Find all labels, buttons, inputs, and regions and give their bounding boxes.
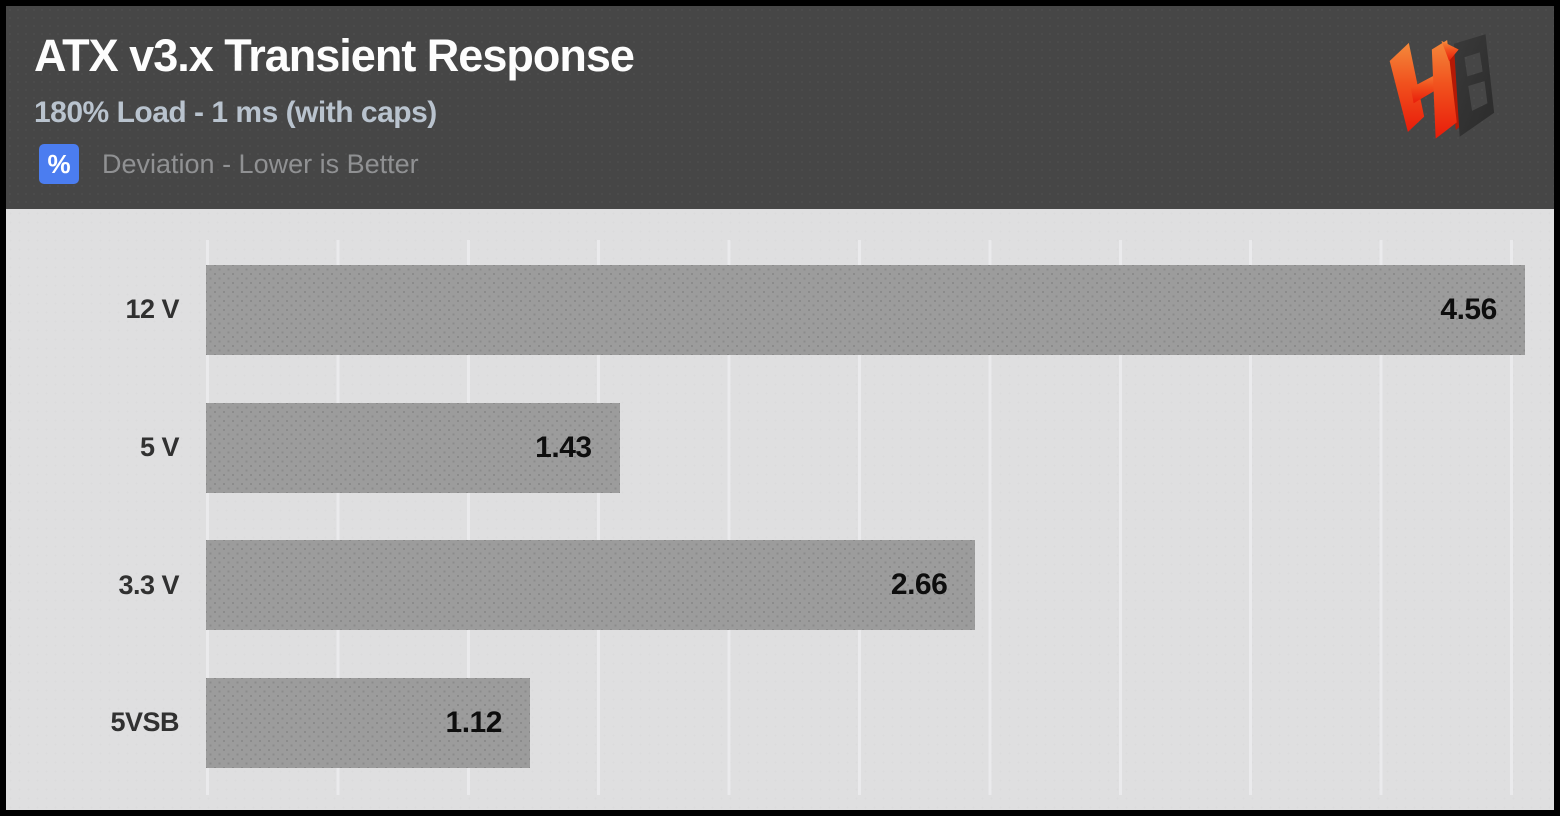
- bar-5vsb: 1.12: [206, 677, 530, 768]
- percent-badge-icon: %: [39, 144, 79, 184]
- category-label: 5VSB: [110, 707, 179, 738]
- chart-row: 5 V 1.43: [6, 379, 1554, 517]
- chart-row: 5VSB 1.12: [6, 654, 1554, 792]
- chart-area: 12 V 4.56 5 V 1.43 3.3 V 2.66 5VSB 1.12: [6, 209, 1554, 810]
- bar-track: 2.66: [206, 540, 1554, 631]
- chart-rows: 12 V 4.56 5 V 1.43 3.3 V 2.66 5VSB 1.12: [6, 209, 1554, 810]
- bar-5v: 1.43: [206, 402, 620, 493]
- bar-value-label: 4.56: [1440, 292, 1497, 326]
- bar-track: 1.12: [206, 677, 1554, 768]
- chart-header: ATX v3.x Transient Response 180% Load - …: [6, 6, 1554, 209]
- legend: % Deviation - Lower is Better: [34, 144, 1554, 184]
- bar-value-label: 2.66: [890, 568, 948, 602]
- hardware-busters-logo-icon: [1389, 34, 1495, 139]
- page-title: ATX v3.x Transient Response: [34, 30, 635, 81]
- bar-value-label: 1.12: [445, 705, 503, 739]
- category-label: 5 V: [139, 432, 180, 463]
- bar-track: 1.43: [206, 402, 1554, 493]
- bar-track: 4.56: [206, 264, 1554, 355]
- category-label: 12 V: [125, 294, 179, 325]
- category-label: 3.3 V: [118, 569, 179, 600]
- logo-letter-h: [1389, 42, 1425, 132]
- legend-label: Deviation - Lower is Better: [102, 148, 419, 179]
- chart-row: 12 V 4.56: [6, 241, 1554, 379]
- logo-letter-b: [1453, 34, 1495, 137]
- bar-12v: 4.56: [206, 264, 1525, 355]
- bar-value-label: 1.43: [535, 430, 592, 464]
- chart-row: 3.3 V 2.66: [6, 516, 1554, 654]
- bar-3.3v: 2.66: [206, 540, 975, 631]
- chart-subtitle: 180% Load - 1 ms (with caps): [34, 96, 437, 129]
